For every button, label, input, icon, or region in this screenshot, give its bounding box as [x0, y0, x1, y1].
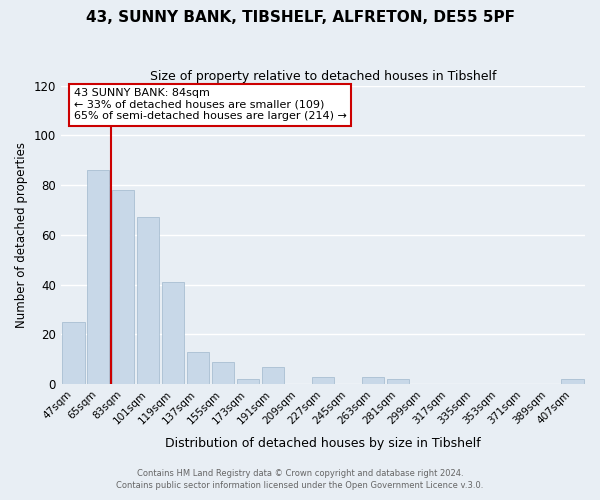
Title: Size of property relative to detached houses in Tibshelf: Size of property relative to detached ho… — [149, 70, 496, 83]
Bar — [62, 322, 85, 384]
Bar — [386, 379, 409, 384]
Bar — [212, 362, 234, 384]
Text: 43, SUNNY BANK, TIBSHELF, ALFRETON, DE55 5PF: 43, SUNNY BANK, TIBSHELF, ALFRETON, DE55… — [86, 10, 515, 25]
Text: 43 SUNNY BANK: 84sqm
← 33% of detached houses are smaller (109)
65% of semi-deta: 43 SUNNY BANK: 84sqm ← 33% of detached h… — [74, 88, 346, 121]
Bar — [137, 218, 160, 384]
Bar — [162, 282, 184, 384]
Y-axis label: Number of detached properties: Number of detached properties — [15, 142, 28, 328]
Bar — [362, 376, 384, 384]
Bar — [311, 376, 334, 384]
Bar — [561, 379, 584, 384]
Bar — [187, 352, 209, 384]
Text: Contains HM Land Registry data © Crown copyright and database right 2024.
Contai: Contains HM Land Registry data © Crown c… — [116, 468, 484, 490]
Bar — [237, 379, 259, 384]
Bar — [87, 170, 109, 384]
X-axis label: Distribution of detached houses by size in Tibshelf: Distribution of detached houses by size … — [165, 437, 481, 450]
Bar — [262, 367, 284, 384]
Bar — [112, 190, 134, 384]
